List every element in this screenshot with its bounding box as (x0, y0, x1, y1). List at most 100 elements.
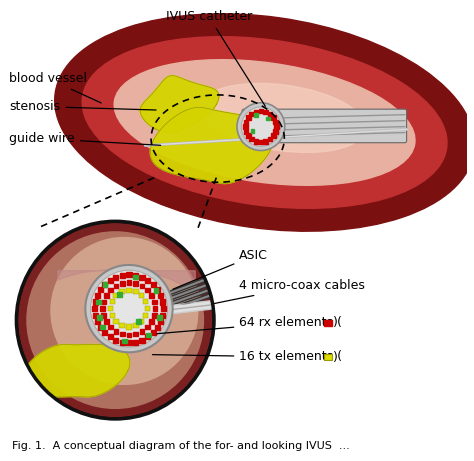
Bar (133, 273, 138, 278)
Bar (158, 319, 163, 324)
Bar (119, 289, 125, 294)
Bar (122, 339, 127, 343)
Bar (96, 300, 101, 304)
Polygon shape (58, 270, 195, 300)
Bar (161, 306, 165, 311)
Text: ): ) (333, 351, 337, 364)
Bar (271, 134, 276, 138)
Bar (108, 334, 113, 339)
Circle shape (241, 107, 281, 146)
Bar (249, 112, 254, 116)
Ellipse shape (82, 37, 447, 208)
Bar (104, 293, 109, 298)
Bar (273, 119, 278, 124)
Bar (152, 300, 156, 304)
Bar (246, 115, 251, 120)
Bar (324, 354, 332, 360)
Bar (246, 134, 251, 138)
FancyBboxPatch shape (242, 109, 407, 143)
Bar (155, 287, 160, 292)
Bar (109, 299, 115, 304)
Text: blood vessel: blood vessel (9, 72, 101, 103)
Bar (101, 313, 106, 318)
Bar (92, 306, 98, 311)
Bar (158, 293, 163, 298)
Ellipse shape (114, 59, 415, 185)
Bar (134, 281, 138, 286)
Bar (127, 325, 131, 330)
Bar (244, 119, 248, 124)
Bar (108, 306, 113, 311)
Bar (254, 110, 258, 114)
Bar (139, 275, 145, 280)
Bar (145, 288, 150, 292)
Bar (249, 137, 254, 142)
Bar (109, 313, 115, 318)
Bar (117, 292, 122, 297)
Bar (149, 293, 154, 298)
Circle shape (85, 265, 173, 352)
Ellipse shape (200, 83, 366, 153)
Bar (255, 113, 258, 117)
Bar (134, 323, 138, 328)
Bar (145, 325, 150, 330)
Circle shape (50, 237, 199, 385)
Bar (153, 307, 157, 311)
Bar (146, 334, 150, 339)
Bar (266, 117, 270, 120)
Polygon shape (140, 76, 219, 133)
Bar (273, 129, 278, 134)
Bar (120, 281, 125, 286)
Bar (113, 337, 118, 343)
Text: ): ) (333, 316, 337, 329)
Bar (119, 323, 125, 328)
Bar (120, 339, 125, 344)
Text: stenosis: stenosis (9, 100, 156, 113)
Bar (151, 282, 155, 287)
Text: IVUS catheter: IVUS catheter (166, 10, 265, 106)
Circle shape (237, 103, 285, 151)
Bar (154, 288, 158, 293)
Bar (120, 273, 125, 278)
Bar (155, 325, 160, 330)
Circle shape (17, 221, 214, 419)
Bar (259, 109, 263, 113)
Bar (98, 287, 103, 292)
Text: 64 rx elements (: 64 rx elements ( (157, 316, 342, 334)
Polygon shape (22, 344, 130, 397)
Bar (259, 140, 263, 144)
Bar (271, 115, 276, 120)
Bar (108, 288, 113, 292)
Bar (127, 340, 131, 345)
Bar (140, 329, 145, 334)
Bar (151, 330, 155, 335)
Bar (139, 293, 145, 298)
Bar (104, 319, 109, 324)
Bar (146, 332, 151, 337)
Bar (134, 289, 138, 294)
Text: 16 tx elements (: 16 tx elements ( (153, 350, 342, 363)
Text: Fig. 1.  A conceptual diagram of the for- and looking IVUS  ...: Fig. 1. A conceptual diagram of the for-… (12, 441, 349, 451)
Bar (264, 110, 268, 114)
Ellipse shape (55, 14, 474, 231)
Text: ASIC: ASIC (173, 249, 268, 289)
Bar (100, 307, 105, 311)
Bar (93, 313, 98, 318)
Text: 4 micro-coax cables: 4 micro-coax cables (214, 279, 365, 303)
Bar (264, 139, 268, 144)
Circle shape (26, 231, 204, 409)
Bar (251, 130, 255, 133)
Bar (144, 313, 148, 318)
Bar (144, 299, 148, 304)
Bar (244, 129, 248, 134)
Bar (127, 272, 131, 277)
Bar (139, 337, 145, 343)
Bar (146, 278, 150, 283)
Bar (127, 288, 131, 293)
Bar (102, 282, 108, 287)
Bar (93, 300, 98, 305)
Bar (140, 284, 145, 288)
Bar (152, 313, 156, 318)
Bar (268, 112, 273, 116)
Bar (160, 300, 165, 305)
